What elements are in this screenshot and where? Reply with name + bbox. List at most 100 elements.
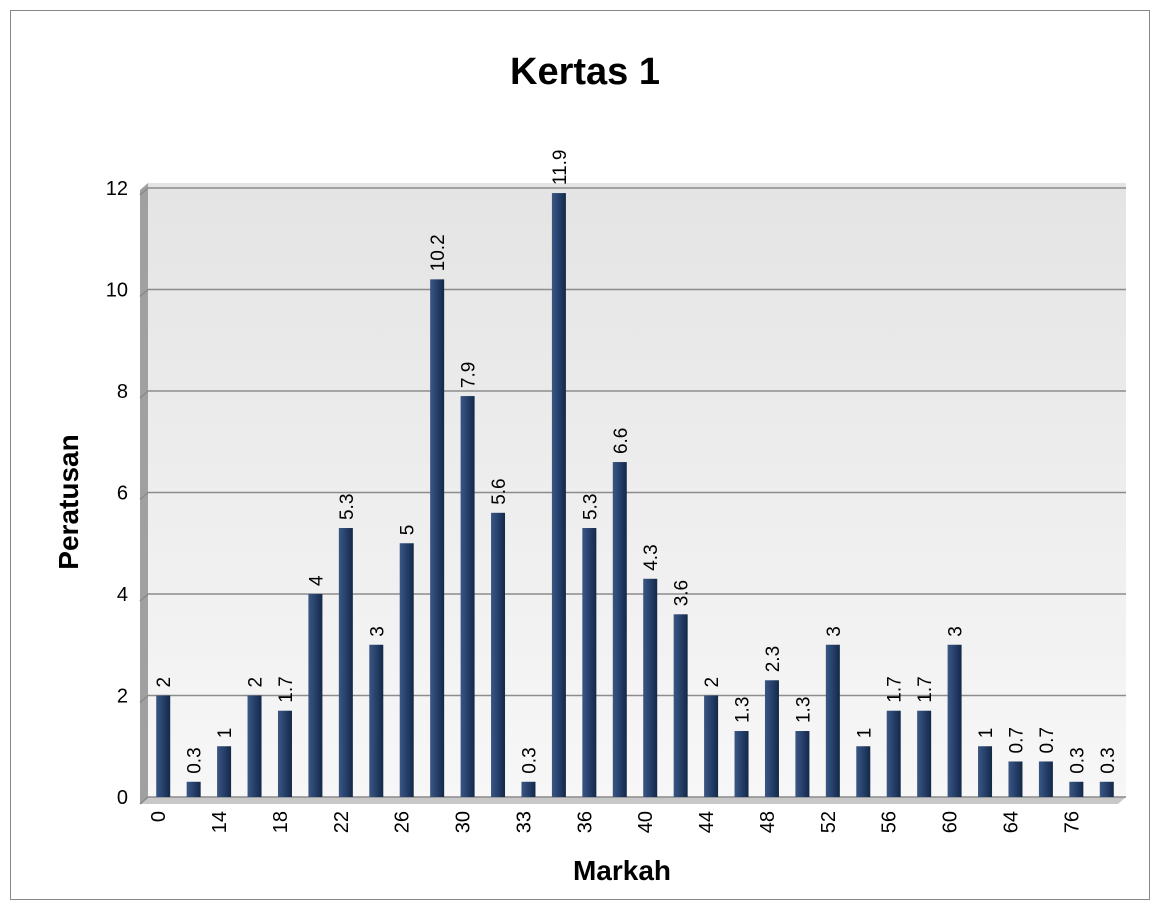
- grid-line: [139, 390, 1126, 399]
- value-label: 6.6: [611, 428, 632, 454]
- value-label: 1.7: [885, 676, 906, 702]
- bar: [734, 731, 749, 797]
- bar: [673, 614, 688, 797]
- x-tick-label: 56: [879, 811, 901, 833]
- value-label: 11.9: [550, 149, 571, 185]
- value-label: 4: [306, 575, 327, 586]
- x-tick-label: 52: [818, 811, 840, 833]
- value-label: 2: [702, 677, 723, 688]
- value-label: 4.3: [641, 544, 662, 570]
- x-tick-label: 36: [574, 811, 596, 833]
- y-tick-label: 12: [106, 178, 128, 200]
- bar: [1069, 781, 1084, 797]
- bar: [917, 710, 932, 797]
- bar: [308, 594, 323, 797]
- bar: [1008, 761, 1023, 797]
- value-label: 0.3: [519, 747, 540, 773]
- value-label: 0.7: [1006, 727, 1027, 753]
- y-tick-label: 0: [117, 787, 128, 809]
- x-tick-label: 0: [148, 811, 170, 822]
- value-label: 0.3: [1067, 747, 1088, 773]
- grid-line: [139, 694, 1126, 704]
- chart-title: Kertas 1: [510, 51, 660, 93]
- value-label: 5.3: [337, 494, 358, 520]
- plot-wall: [148, 183, 1126, 797]
- value-label: 2: [246, 677, 267, 688]
- bar: [460, 396, 475, 797]
- value-label: 10.2: [428, 234, 449, 271]
- x-tick-label: 33: [513, 811, 535, 833]
- grid-line: [139, 491, 1126, 501]
- value-label: 3.6: [672, 580, 693, 606]
- x-tick-label: 76: [1061, 811, 1083, 833]
- x-tick-label: 60: [940, 811, 962, 833]
- bar: [1038, 761, 1053, 797]
- x-tick-label: 44: [696, 811, 718, 833]
- value-label: 1: [976, 728, 997, 739]
- bar: [186, 781, 201, 797]
- value-label: 1: [854, 728, 875, 739]
- value-label: 5.3: [580, 494, 601, 520]
- bar: [643, 578, 658, 797]
- value-label: 5.6: [489, 478, 510, 504]
- value-label: 0.3: [185, 747, 206, 773]
- bar: [978, 746, 993, 797]
- grid-line: [139, 187, 1126, 196]
- value-label: 0.7: [1037, 727, 1058, 753]
- value-label: 7.9: [459, 362, 480, 388]
- bar: [369, 644, 384, 797]
- y-axis-label: Peratusan: [53, 434, 84, 569]
- bar: [277, 710, 292, 797]
- value-label: 5: [398, 525, 419, 536]
- bar: [1099, 781, 1114, 797]
- bar: [399, 543, 414, 797]
- value-label: 3: [367, 626, 388, 637]
- bar: [521, 781, 536, 797]
- x-tick-label: 64: [1000, 811, 1022, 833]
- value-label: 3: [946, 626, 967, 637]
- value-label: 1.7: [276, 676, 297, 702]
- y-tick-label: 6: [117, 483, 128, 505]
- bar: [886, 710, 901, 797]
- x-tick-label: 26: [392, 811, 414, 833]
- x-tick-label: 48: [757, 811, 779, 833]
- bar: [947, 644, 962, 797]
- x-tick-label: 40: [635, 811, 657, 833]
- value-label: 2.3: [763, 646, 784, 672]
- bar: [612, 462, 627, 797]
- y-tick-label: 8: [117, 381, 128, 403]
- bar: [582, 528, 597, 797]
- value-label: 0.3: [1098, 747, 1119, 773]
- side-wall: [140, 183, 148, 804]
- bar: [430, 279, 445, 798]
- value-label: 2: [154, 677, 175, 688]
- x-tick-label: 14: [209, 811, 231, 833]
- bar: [551, 193, 566, 797]
- bar: [764, 680, 779, 797]
- bar: [795, 731, 810, 797]
- bar: [338, 528, 353, 797]
- grid-line: [139, 593, 1126, 602]
- bar: [217, 746, 232, 797]
- floor: [140, 797, 1126, 804]
- value-label: 1: [215, 728, 236, 739]
- y-tick-label: 4: [117, 584, 128, 606]
- x-tick-label: 18: [270, 811, 292, 833]
- x-tick-label: 30: [453, 811, 475, 833]
- value-label: 1.3: [793, 697, 814, 723]
- x-tick-label: 22: [331, 811, 353, 833]
- bar: [247, 695, 262, 797]
- y-tick-label: 2: [117, 686, 128, 708]
- x-axis-label: Markah: [573, 855, 671, 886]
- bar: [156, 695, 171, 797]
- value-label: 1.3: [733, 697, 754, 723]
- y-tick-label: 10: [106, 280, 128, 302]
- bar: [825, 644, 840, 797]
- value-label: 1.7: [915, 676, 936, 702]
- bar: [856, 746, 871, 797]
- grid-line: [139, 288, 1126, 298]
- value-label: 3: [824, 626, 845, 637]
- bar: [704, 695, 719, 797]
- bar: [491, 512, 506, 797]
